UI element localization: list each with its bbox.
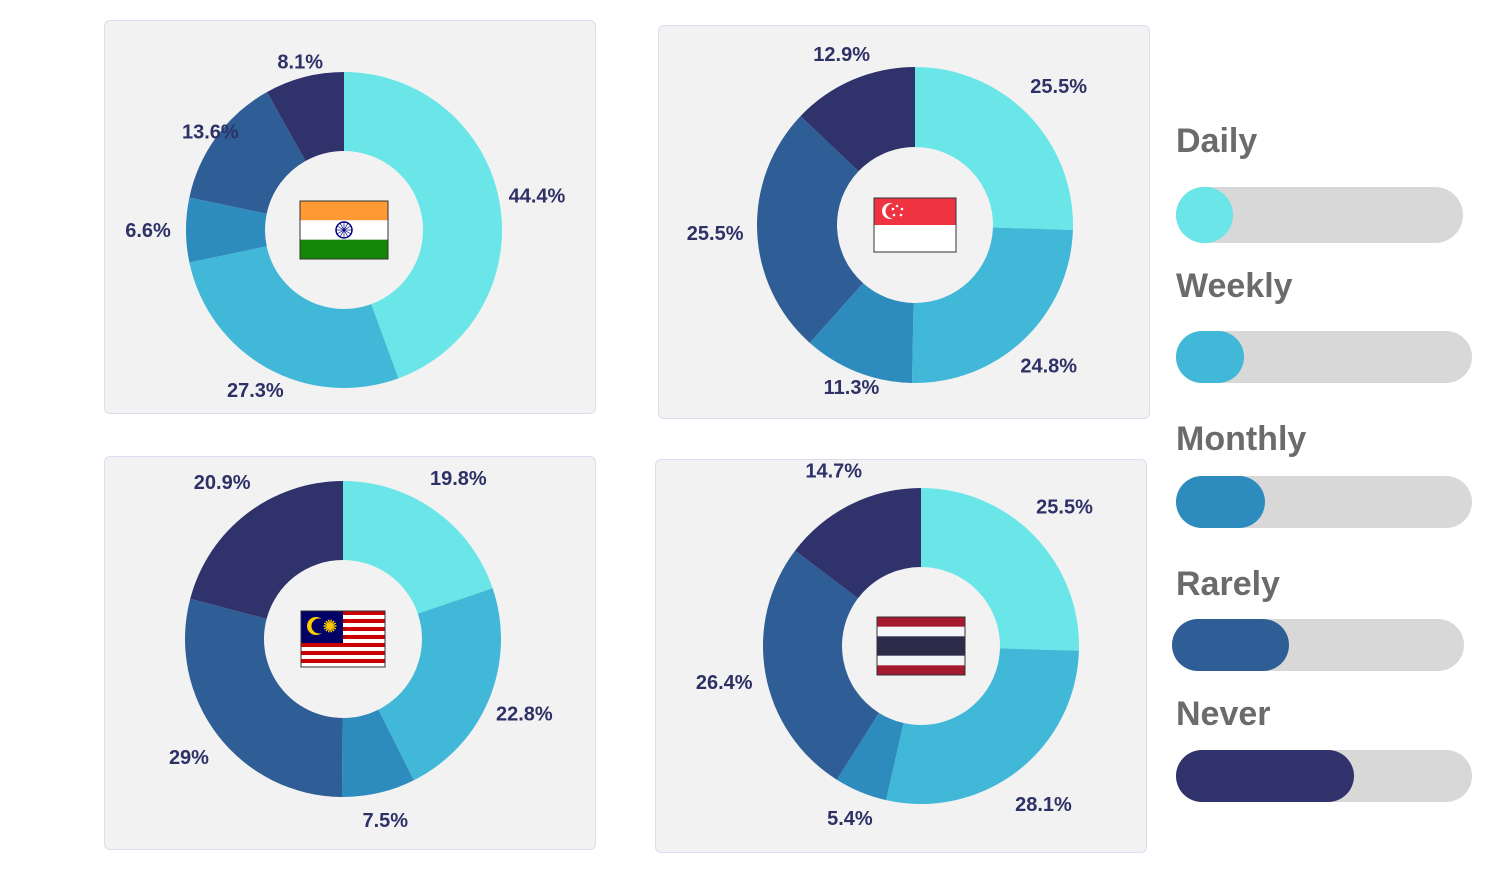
slice-label-monthly: 6.6% [125,220,171,242]
legend-bar-weekly [1176,331,1472,383]
legend-label-daily: Daily [1176,122,1258,160]
slice-label-weekly: 27.3% [227,380,284,402]
legend-bar-fill-daily [1176,187,1233,243]
donut-panel-malaysia: 19.8% 22.8% 7.5% 29% 20.9% [104,456,596,850]
donut-slice-never [795,488,921,599]
slice-label-rarely: 26.4% [696,672,753,694]
legend-label-rarely: Rarely [1176,565,1280,603]
slice-label-monthly: 11.3% [824,377,880,399]
legend-bar-fill-rarely [1172,619,1289,671]
donut-slice-rarely [763,550,879,780]
donut-slice-daily [915,67,1073,230]
legend-label-weekly: Weekly [1176,267,1293,305]
donut-slice-never [190,481,343,619]
donut-slice-daily [921,488,1079,651]
slice-label-weekly: 22.8% [496,703,553,725]
india-flag [299,200,389,260]
legend-bar-monthly [1176,476,1472,528]
slice-label-rarely: 13.6% [182,122,239,144]
donut-slice-monthly [836,712,904,801]
slice-label-never: 20.9% [194,472,251,494]
slice-label-never: 8.1% [277,52,323,74]
donut-slice-monthly [809,283,914,383]
donut-slice-weekly [378,588,502,781]
donut-chart-thailand: 25.5% 28.1% 5.4% 26.4% 14.7% [696,460,1093,830]
slice-label-daily: 44.4% [509,186,566,208]
donut-slice-weekly [886,648,1079,804]
donut-slice-monthly [186,197,267,263]
slice-label-daily: 19.8% [430,468,487,490]
legend-bar-fill-never [1176,750,1354,802]
slice-label-rarely: 25.5% [687,223,744,245]
slice-label-daily: 25.5% [1030,76,1087,98]
singapore-flag [873,197,957,253]
slice-label-rarely: 29% [169,747,209,769]
donut-slice-daily [343,481,493,614]
legend-bar-fill-weekly [1176,331,1244,383]
malaysia-flag [300,610,386,668]
donut-panel-india: 44.4% 27.3% 6.6% 13.6% 8.1% [104,20,596,414]
legend-label-monthly: Monthly [1176,420,1307,458]
donut-slice-never [800,67,915,172]
donut-chart-malaysia: 19.8% 22.8% 7.5% 29% 20.9% [169,468,553,832]
donut-panel-singapore: 25.5% 24.8% 11.3% 25.5% 12.9% [658,25,1150,419]
donut-slice-rarely [189,92,306,214]
slice-label-monthly: 5.4% [827,808,873,830]
donut-slice-never [267,72,344,162]
legend-bar-fill-monthly [1176,476,1265,528]
thailand-flag [876,616,966,676]
donut-panel-thailand: 25.5% 28.1% 5.4% 26.4% 14.7% [655,459,1147,853]
slice-label-daily: 25.5% [1036,497,1093,519]
slice-label-weekly: 24.8% [1020,356,1077,378]
donut-chart-singapore: 25.5% 24.8% 11.3% 25.5% 12.9% [687,44,1087,399]
slice-label-weekly: 28.1% [1015,794,1072,816]
donut-chart-india: 44.4% 27.3% 6.6% 13.6% 8.1% [125,52,566,402]
legend-bar-never [1176,750,1472,802]
donut-slice-rarely [757,116,864,343]
donut-slice-weekly [189,246,399,388]
donut-slice-weekly [912,227,1073,383]
legend-bar-daily [1176,187,1463,243]
slice-label-never: 14.7% [805,460,862,482]
donut-slice-monthly [342,709,414,797]
slice-label-monthly: 7.5% [362,810,408,832]
legend-label-never: Never [1176,695,1271,733]
donut-slice-daily [344,72,503,379]
donut-slice-rarely [184,598,343,797]
slice-label-never: 12.9% [813,44,870,66]
legend-bar-rarely [1172,619,1464,671]
